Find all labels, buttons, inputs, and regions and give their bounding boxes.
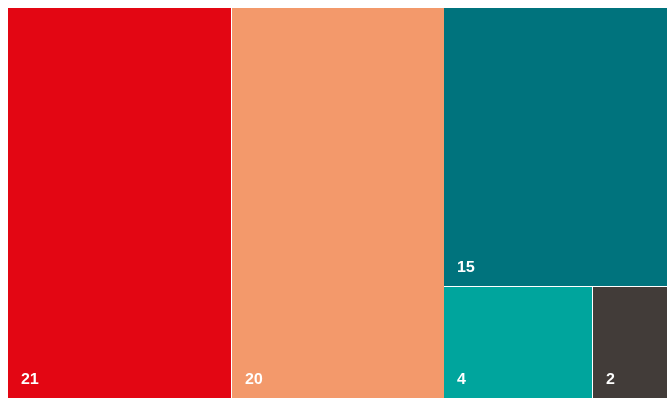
treemap-cell-20: 20: [232, 8, 444, 398]
treemap-cell-2: 2: [593, 287, 667, 398]
treemap-label-2: 2: [606, 371, 615, 388]
treemap-cell-15: 15: [444, 8, 667, 286]
treemap-cell-4: 4: [444, 287, 592, 398]
treemap-label-4: 4: [457, 371, 466, 388]
treemap-label-20: 20: [245, 371, 263, 388]
treemap-label-21: 21: [21, 371, 39, 388]
treemap-chart: 21 20 15 4 2: [8, 8, 668, 399]
treemap-cell-21: 21: [8, 8, 231, 398]
treemap-label-15: 15: [457, 259, 475, 276]
